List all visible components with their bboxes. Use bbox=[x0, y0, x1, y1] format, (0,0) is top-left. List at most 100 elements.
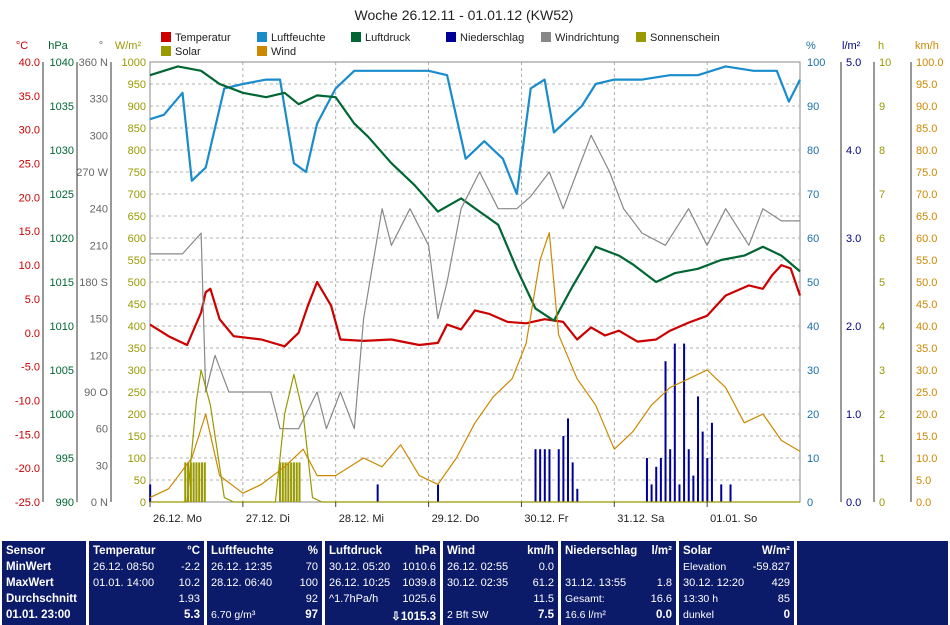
humidity-max-value: 100 bbox=[299, 577, 318, 589]
temperature-avg-value: 1.93 bbox=[178, 593, 200, 605]
humidity-absolute: 6.70 g/m³ bbox=[211, 609, 256, 621]
bar-Sonnenschein bbox=[292, 462, 295, 502]
solar-tick-label: 650 bbox=[128, 211, 146, 223]
humidity-unit: % bbox=[307, 545, 318, 557]
sensor-panel: Sensor MinWert MaxWert Durchschnitt 01.0… bbox=[2, 541, 86, 625]
solar-tick-label: 800 bbox=[128, 145, 146, 157]
wind-unit-label: km/h bbox=[915, 40, 939, 52]
bar-Niederschlag bbox=[687, 449, 690, 502]
pressure-tick-label: 990 bbox=[56, 497, 74, 509]
humidity-tick-label: 90 bbox=[807, 101, 819, 113]
bar-Sonnenschein bbox=[187, 462, 190, 502]
rain-total-value: 16.6 bbox=[650, 593, 672, 605]
humidity-current: 97 bbox=[305, 609, 318, 621]
summary-spacer-panel bbox=[797, 541, 948, 625]
bar-Niederschlag bbox=[650, 484, 653, 502]
bar-Niederschlag bbox=[710, 422, 713, 502]
bar-Sonnenschein bbox=[200, 462, 204, 502]
wind-tick-label: 20.0 bbox=[916, 409, 937, 421]
rain-tick-label: 5.0 bbox=[846, 57, 861, 69]
bar-Niederschlag bbox=[655, 466, 658, 502]
bar-Sonnenschein bbox=[298, 462, 301, 502]
bar-Niederschlag bbox=[683, 343, 686, 502]
sunshine-tick-label: 7 bbox=[879, 189, 885, 201]
solar-tick-label: 600 bbox=[128, 233, 146, 245]
wind-tick-label: 60.0 bbox=[916, 233, 937, 245]
wind-beaufort: 2 Bft SW bbox=[447, 609, 489, 621]
current-time: 01.01. 23:00 bbox=[6, 609, 71, 621]
solar-tick-label: 950 bbox=[128, 79, 146, 91]
humidity-tick-label: 60 bbox=[807, 233, 819, 245]
wind-tick-label: 80.0 bbox=[916, 145, 937, 157]
direction-tick-label: 30 bbox=[96, 460, 108, 472]
legend-swatch bbox=[541, 32, 551, 42]
temperature-tick-label: -10.0 bbox=[15, 395, 40, 407]
wind-tick-label: 100.0 bbox=[916, 57, 944, 69]
sunshine-tick-label: 10 bbox=[879, 57, 891, 69]
sunshine-tick-label: 2 bbox=[879, 409, 885, 421]
series-Niederschlag bbox=[149, 343, 732, 502]
direction-tick-label: 300 bbox=[90, 130, 108, 142]
solar-max-value: 429 bbox=[771, 577, 790, 589]
humidity-tick-label: 20 bbox=[807, 409, 819, 421]
rain-current: 0.0 bbox=[656, 609, 672, 621]
wind-tick-label: 25.0 bbox=[916, 387, 937, 399]
sensor-title: Sensor bbox=[6, 545, 45, 557]
temperature-unit-label: °C bbox=[16, 40, 28, 52]
series-line-Luftfeuchte bbox=[149, 65, 801, 196]
bar-Niederschlag bbox=[548, 449, 551, 502]
x-tick-label: 28.12. Mi bbox=[339, 513, 384, 525]
solar-tick-label: 150 bbox=[128, 431, 146, 443]
bar-Niederschlag bbox=[557, 449, 560, 502]
legend-label: Windrichtung bbox=[555, 32, 619, 44]
rain-tick-label: 3.0 bbox=[846, 233, 861, 245]
direction-tick-label: 180 S bbox=[79, 277, 108, 289]
solar-tick-label: 850 bbox=[128, 123, 146, 135]
x-tick-label: 26.12. Mo bbox=[153, 513, 202, 525]
pressure-tick-label: 1020 bbox=[50, 233, 74, 245]
humidity-avg-value: 92 bbox=[305, 593, 318, 605]
solar-tick-label: 900 bbox=[128, 101, 146, 113]
wind-max-value: 61.2 bbox=[532, 577, 554, 589]
direction-tick-label: 270 W bbox=[76, 167, 108, 179]
x-tick-label: 31.12. Sa bbox=[617, 513, 665, 525]
pressure-unit: hPa bbox=[414, 545, 436, 557]
solar-tick-label: 200 bbox=[128, 409, 146, 421]
max-label: MaxWert bbox=[6, 577, 54, 589]
temperature-panel: Temperatur °C 26.12. 08:50 -2.2 01.01. 14:… bbox=[89, 541, 204, 625]
legend-label: Solar bbox=[175, 46, 201, 58]
bar-Niederschlag bbox=[543, 449, 546, 502]
bar-Sonnenschein bbox=[189, 462, 192, 502]
series-line-Solar bbox=[150, 369, 800, 503]
rain-period-total: 16.6 l/m² bbox=[565, 609, 606, 621]
bar-Sonnenschein bbox=[192, 462, 195, 502]
solar-tick-label: 50 bbox=[134, 475, 146, 487]
solar-panel: Solar W/m² Elevation -59.827 30.12. 12:20 4… bbox=[679, 541, 794, 625]
temperature-tick-label: 20.0 bbox=[19, 192, 40, 204]
humidity-tick-label: 10 bbox=[807, 453, 819, 465]
bar-Niederschlag bbox=[576, 488, 579, 502]
wind-tick-label: 75.0 bbox=[916, 167, 937, 179]
wind-tick-label: 85.0 bbox=[916, 123, 937, 135]
x-tick-label: 29.12. Do bbox=[432, 513, 480, 525]
wind-min-value: 0.0 bbox=[538, 561, 554, 573]
wind-tick-label: 90.0 bbox=[916, 101, 937, 113]
wind-panel: Wind km/h 26.12. 02:55 0.0 30.12. 02:35 61.… bbox=[443, 541, 558, 625]
x-tick-label: 01.01. So bbox=[710, 513, 757, 525]
legend-label: Temperatur bbox=[175, 32, 231, 44]
bar-Niederschlag bbox=[659, 458, 662, 502]
wind-tick-label: 10.0 bbox=[916, 453, 937, 465]
bar-Niederschlag bbox=[567, 418, 570, 502]
humidity-tick-label: 40 bbox=[807, 321, 819, 333]
temperature-current: 5.3 bbox=[184, 609, 200, 621]
rain-max-value: 1.8 bbox=[656, 577, 672, 589]
bar-Sonnenschein bbox=[203, 462, 206, 502]
humidity-max-time: 28.12. 06:40 bbox=[211, 577, 273, 589]
solar-elevation-label: Elevation bbox=[683, 561, 727, 573]
pressure-tick-label: 1000 bbox=[50, 409, 74, 421]
wind-tick-label: 45.0 bbox=[916, 299, 937, 311]
direction-tick-label: 120 bbox=[90, 350, 108, 362]
bar-Niederschlag bbox=[701, 431, 704, 502]
bar-Niederschlag bbox=[729, 484, 732, 502]
pressure-tick-label: 1025 bbox=[50, 189, 74, 201]
